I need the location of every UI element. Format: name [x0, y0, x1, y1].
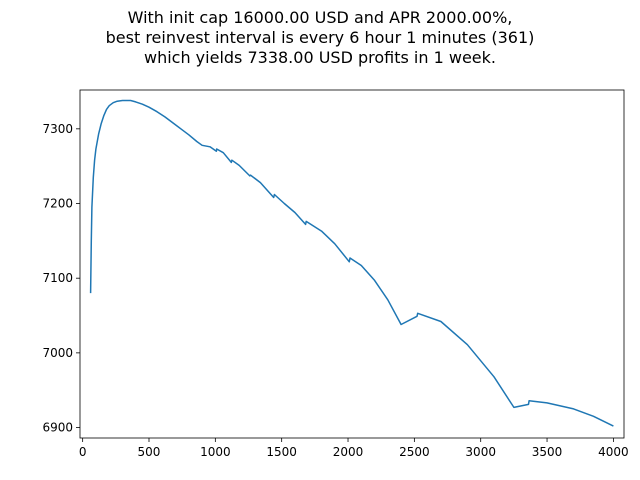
series-line [89, 99, 614, 427]
chart-title-line-2: best reinvest interval is every 6 hour 1… [105, 28, 535, 47]
chart-title-line-3: which yields 7338.00 USD profits in 1 we… [143, 48, 496, 67]
y-tick-label: 7300 [42, 122, 73, 136]
x-tick-label: 500 [138, 445, 161, 459]
x-tick-label: 3500 [532, 445, 563, 459]
x-tick-label: 1500 [266, 445, 297, 459]
x-tick-label: 3000 [465, 445, 496, 459]
plot-frame [79, 89, 625, 439]
chart-title-line-1: With init cap 16000.00 USD and APR 2000.… [127, 8, 513, 27]
y-tick-label: 6900 [42, 421, 73, 435]
x-tick-label: 4000 [598, 445, 629, 459]
y-tick-label: 7000 [42, 346, 73, 360]
x-tick-label: 0 [79, 445, 87, 459]
x-tick-label: 1000 [200, 445, 231, 459]
x-tick-label: 2500 [399, 445, 430, 459]
y-tick-label: 7200 [42, 197, 73, 211]
y-axis: 6900 7000 7100 7200 7300 [42, 122, 80, 435]
y-tick-label: 7100 [42, 271, 73, 285]
x-axis: 0 500 1000 1500 2000 2500 3000 3500 4000 [79, 438, 629, 459]
x-tick-label: 2000 [333, 445, 364, 459]
chart-title: With init cap 16000.00 USD and APR 2000.… [0, 8, 640, 68]
